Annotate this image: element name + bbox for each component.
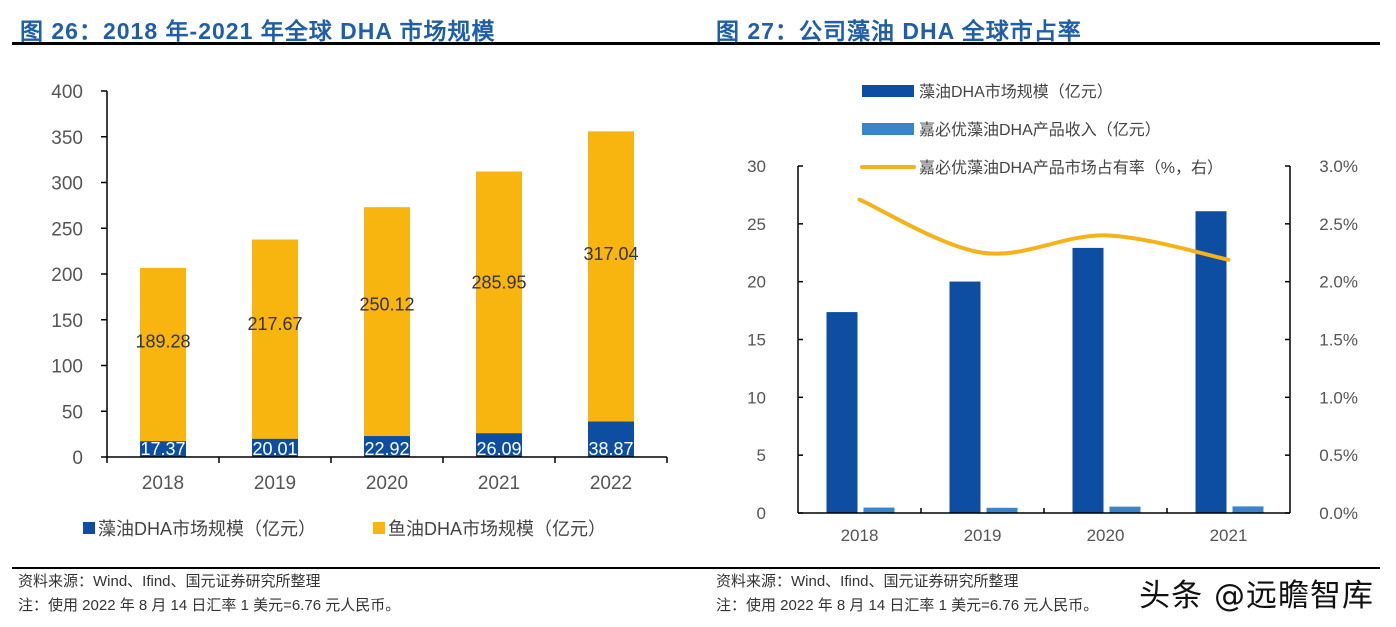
y2-tick-label: 3.0% — [1319, 157, 1358, 176]
right-footer: 资料来源：Wind、Ifind、国元证券研究所整理 注：使用 2022 年 8 … — [716, 570, 1098, 618]
bar-segment — [140, 441, 186, 457]
legend-label: 藻油DHA市场规模（亿元） — [98, 519, 316, 539]
x-tick-label: 2018 — [841, 526, 879, 545]
legend-swatch — [862, 123, 914, 135]
data-label: 20.01 — [252, 439, 297, 459]
bar — [1195, 211, 1227, 514]
data-label: 250.12 — [359, 294, 414, 314]
legend-swatch — [862, 85, 914, 97]
x-tick-label: 2021 — [1210, 526, 1248, 545]
y-tick-label: 0 — [72, 448, 83, 469]
y-tick-label: 150 — [51, 311, 83, 332]
y-tick-label: 15 — [747, 331, 766, 350]
y-tick-label: 300 — [51, 174, 83, 195]
bar-segment — [252, 438, 298, 457]
bar-segment — [588, 421, 634, 457]
right-source-text: 资料来源：Wind、Ifind、国元证券研究所整理 — [716, 573, 1019, 590]
bar — [826, 312, 858, 513]
legend-label: 嘉必优藻油DHA产品收入（亿元） — [919, 121, 1161, 139]
right-combo-chart: 藻油DHA市场规模（亿元） 嘉必优藻油DHA产品收入（亿元） 嘉必优藻油DHA产品市… — [747, 83, 1358, 545]
left-source-text: 资料来源：Wind、Ifind、国元证券研究所整理 — [18, 573, 321, 590]
y-tick-label: 250 — [51, 219, 83, 240]
y-tick-label: 200 — [51, 265, 83, 286]
data-label: 26.09 — [476, 439, 521, 459]
bar-segment — [364, 436, 410, 457]
bar-segment — [252, 239, 298, 439]
left-note-text: 注：使用 2022 年 8 月 14 日汇率 1 美元=6.76 元人民币。 — [18, 597, 401, 614]
y2-tick-label: 2.0% — [1319, 273, 1358, 292]
left-title-rule — [12, 42, 700, 45]
bar-segment — [140, 267, 186, 442]
legend-swatch — [83, 522, 95, 534]
right-title-rule — [700, 42, 1380, 45]
legend-swatch — [373, 522, 385, 534]
right-footer-rule — [700, 567, 1380, 569]
bar-segment — [588, 131, 634, 422]
left-footer-rule — [12, 567, 700, 569]
y-tick-label: 30 — [747, 157, 766, 176]
left-footer: 资料来源：Wind、Ifind、国元证券研究所整理 注：使用 2022 年 8 … — [18, 570, 400, 618]
y2-tick-label: 1.0% — [1319, 388, 1358, 407]
bar — [986, 507, 1018, 513]
y-tick-label: 10 — [747, 388, 766, 407]
y-tick-label: 100 — [51, 357, 83, 378]
data-label: 189.28 — [135, 332, 190, 352]
bar — [1232, 506, 1264, 513]
y-tick-label: 25 — [747, 215, 766, 234]
right-chart-title: 图 27：公司藻油 DHA 全球市占率 — [716, 18, 1082, 44]
bar-segment — [476, 433, 522, 457]
y-tick-label: 400 — [51, 82, 83, 103]
y2-tick-label: 1.5% — [1319, 331, 1358, 350]
data-label: 22.92 — [364, 439, 409, 459]
x-tick-label: 2020 — [366, 473, 408, 494]
legend-label: 鱼油DHA市场规模（亿元） — [388, 519, 606, 539]
data-label: 317.04 — [583, 244, 638, 264]
y2-tick-label: 0.0% — [1319, 504, 1358, 523]
legend-label: 嘉必优藻油DHA产品市场占有率（%，右） — [919, 159, 1223, 177]
bar-segment — [476, 171, 522, 434]
y-tick-label: 50 — [62, 402, 83, 423]
data-label: 17.37 — [140, 439, 185, 459]
bar — [1072, 247, 1104, 513]
right-note-text: 注：使用 2022 年 8 月 14 日汇率 1 美元=6.76 元人民币。 — [716, 597, 1099, 614]
y2-tick-label: 2.5% — [1319, 215, 1358, 234]
x-tick-label: 2018 — [142, 473, 184, 494]
watermark: 头条 @远瞻智库 — [1139, 578, 1374, 614]
x-tick-label: 2020 — [1087, 526, 1125, 545]
y-tick-label: 20 — [747, 273, 766, 292]
data-label: 285.95 — [471, 272, 526, 292]
data-label: 38.87 — [588, 439, 633, 459]
data-label: 217.67 — [247, 314, 302, 334]
bar-segment — [364, 207, 410, 437]
y-tick-label: 5 — [757, 446, 766, 465]
left-stacked-bar-chart: 0 50 100 150 200 250 300 350 400 17.37 189.28 20.0… — [51, 82, 668, 539]
x-tick-label: 2019 — [254, 473, 296, 494]
bar — [949, 281, 981, 513]
bar — [863, 507, 895, 513]
left-chart-title: 图 26：2018 年-2021 年全球 DHA 市场规模 — [20, 18, 496, 44]
market-share-line — [857, 197, 1231, 262]
y-tick-label: 350 — [51, 128, 83, 149]
y-tick-label: 0 — [757, 504, 766, 523]
y2-tick-label: 0.5% — [1319, 446, 1358, 465]
x-tick-label: 2022 — [590, 473, 632, 494]
bar — [1109, 506, 1141, 513]
x-tick-label: 2021 — [478, 473, 520, 494]
legend-label: 藻油DHA市场规模（亿元） — [919, 83, 1113, 101]
x-tick-label: 2019 — [964, 526, 1002, 545]
